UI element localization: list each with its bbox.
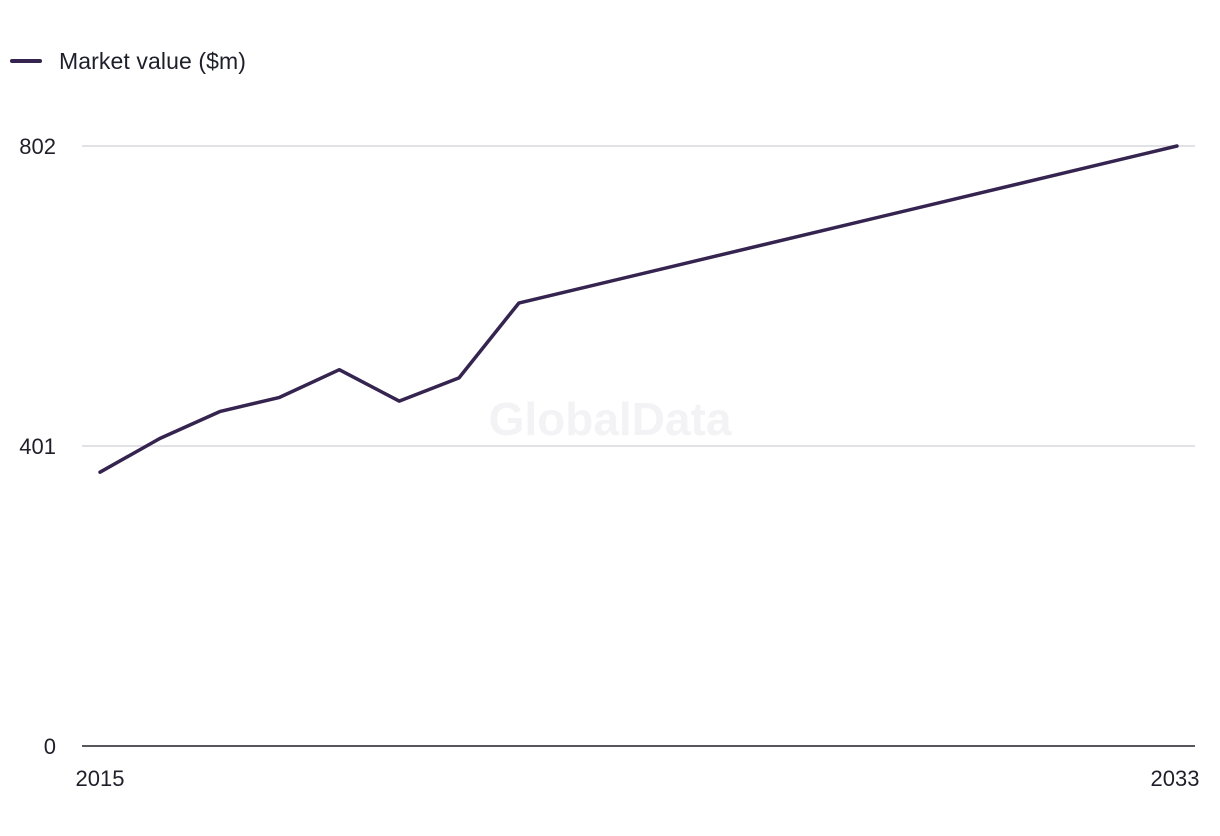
x-tick-label: 2015	[76, 766, 125, 791]
y-axis-ticks: 0 401 802	[19, 134, 56, 759]
y-tick-label: 802	[19, 134, 56, 159]
legend-swatch	[10, 59, 42, 63]
x-tick-label: 2033	[1151, 766, 1200, 791]
y-tick-label: 401	[19, 434, 56, 459]
series-line-market-value	[98, 144, 1179, 474]
x-axis-ticks: 2015 2033	[76, 766, 1200, 791]
gridlines	[82, 145, 1195, 447]
legend-label: Market value ($m)	[59, 47, 247, 74]
y-tick-label: 0	[44, 734, 56, 759]
watermark: GlobalData	[489, 393, 732, 445]
legend: Market value ($m)	[10, 46, 246, 76]
